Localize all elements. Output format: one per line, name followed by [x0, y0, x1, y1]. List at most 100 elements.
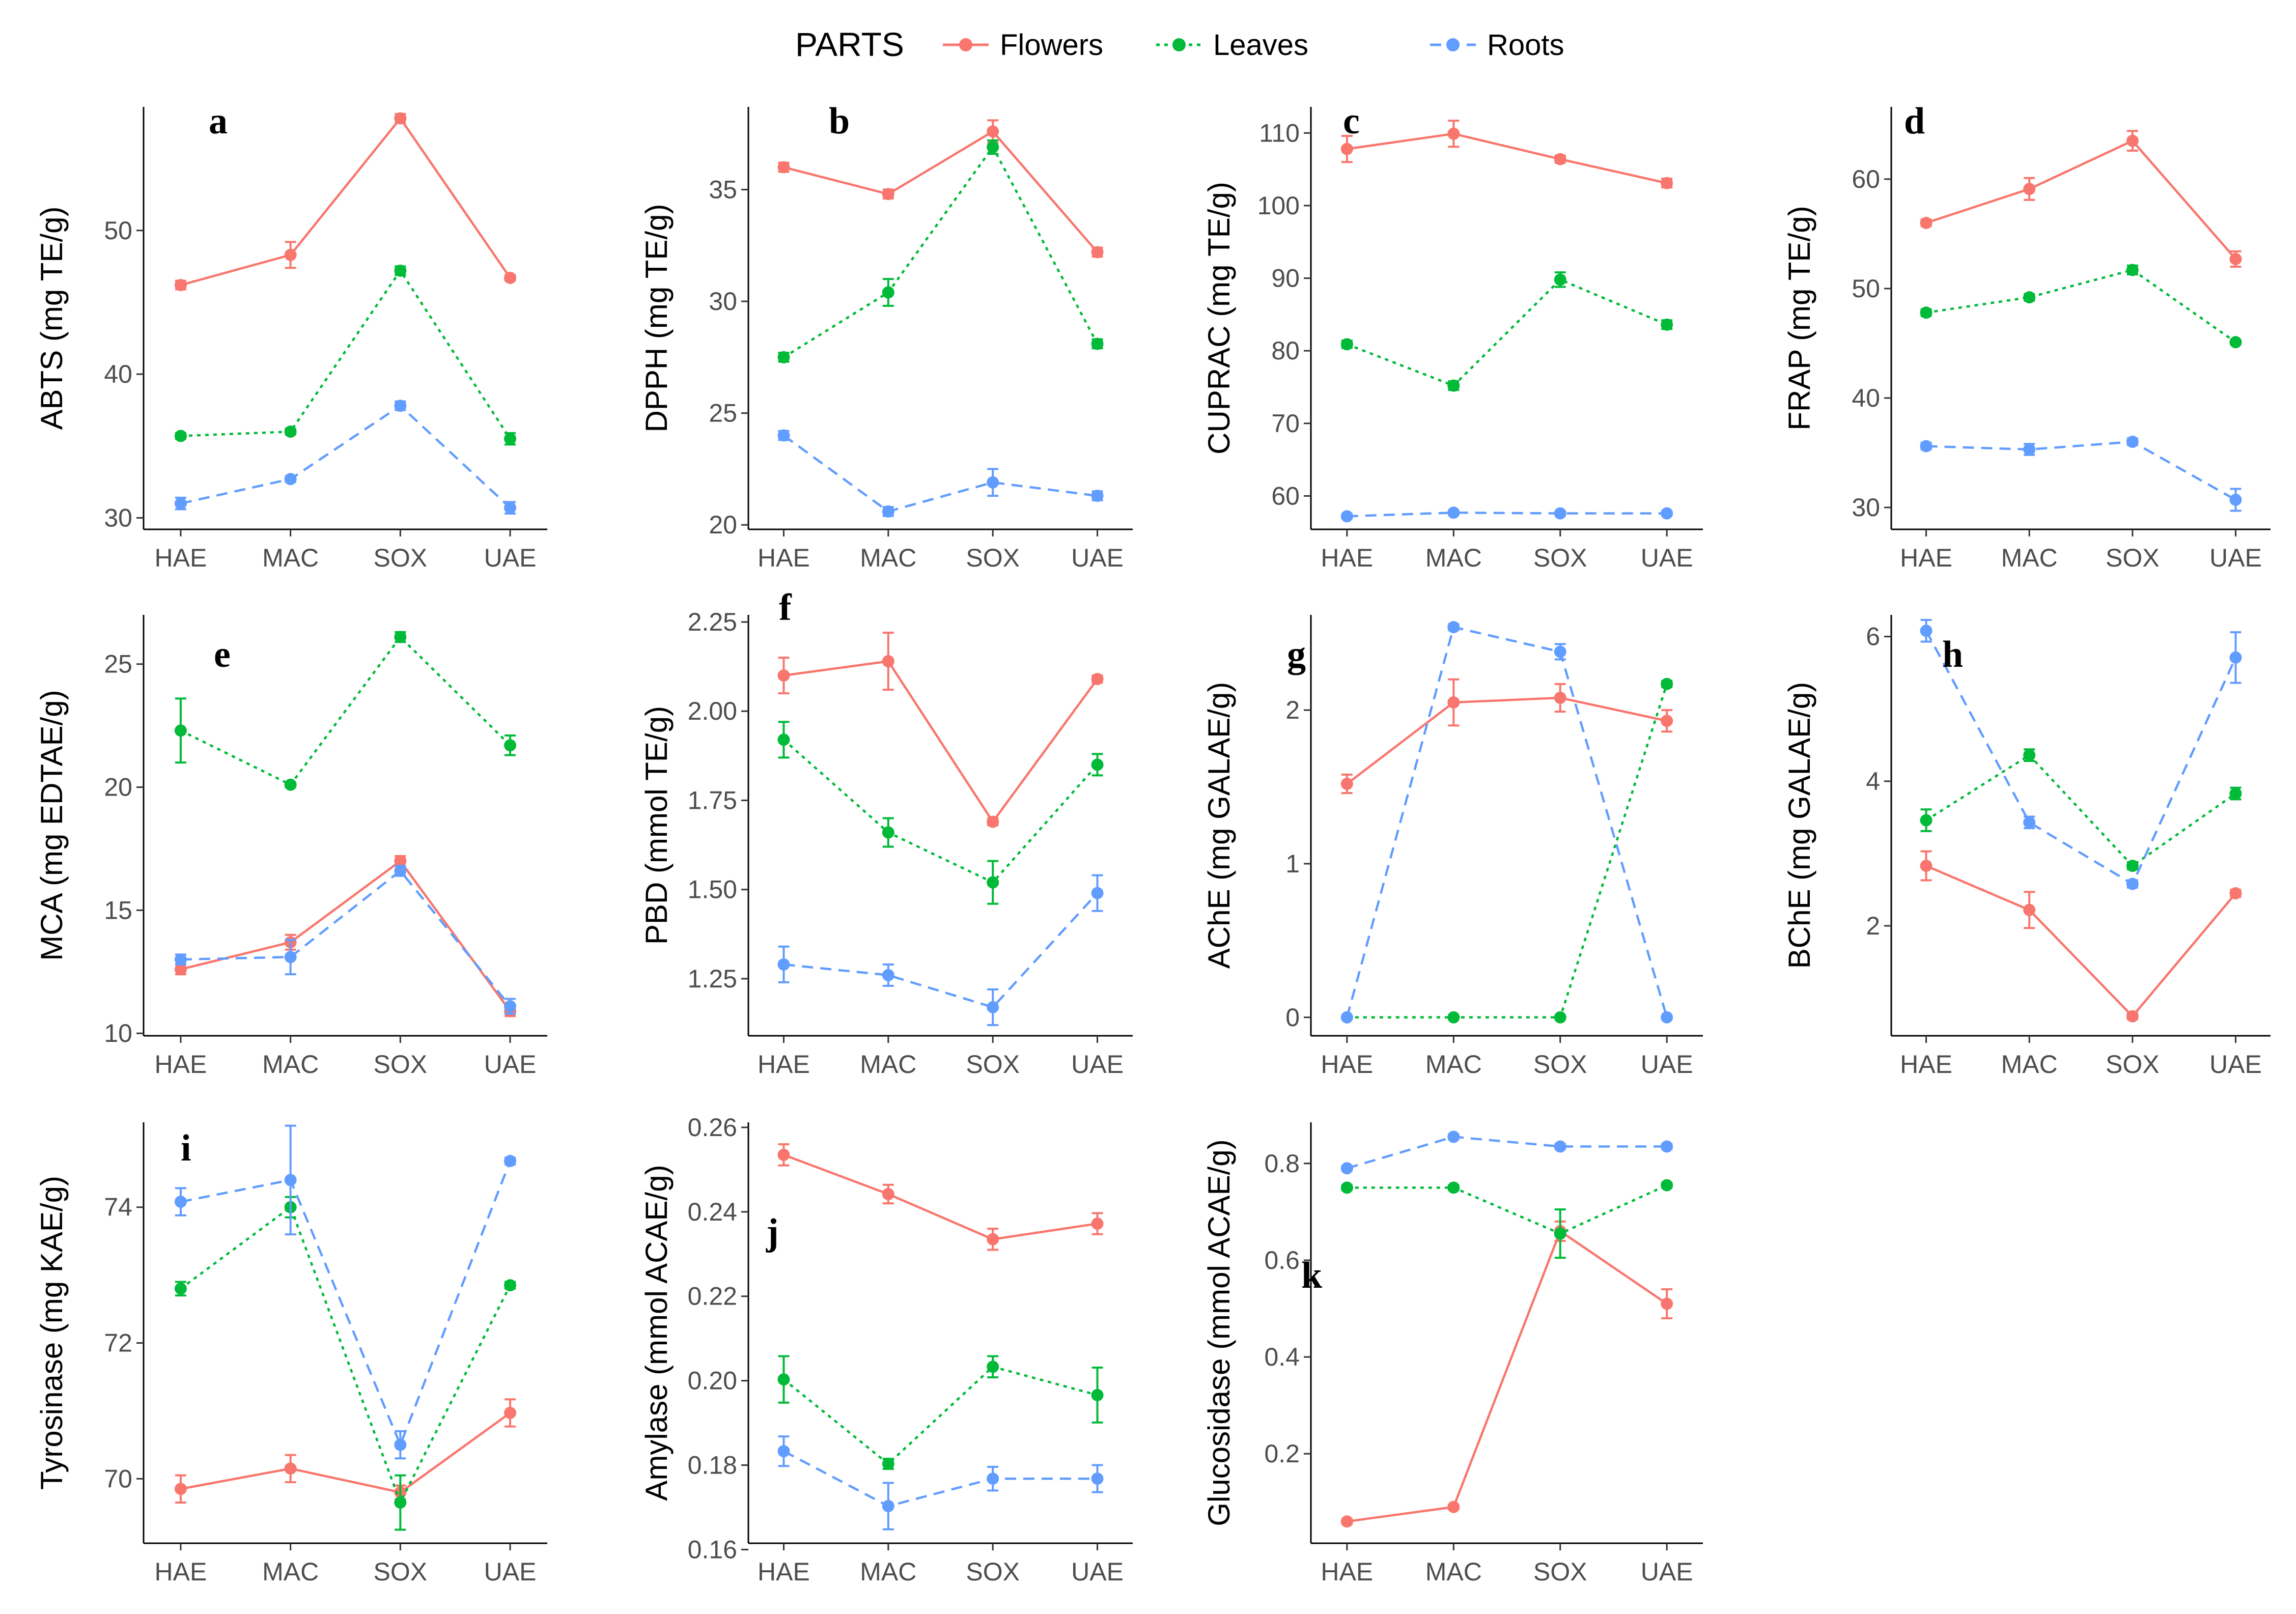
- series-leaves: [1340, 271, 1673, 392]
- y-tick-label: 15: [104, 896, 132, 924]
- x-tick-label: HAE: [155, 1558, 207, 1586]
- y-axis-title: PBD (mmol TE/g): [639, 706, 674, 945]
- panel-k: 0.2 0.4 0.6 0.8 HAE MAC SOX UAE Glucosidase (mmo…: [1202, 1122, 1703, 1586]
- series-flowers: [777, 632, 1104, 828]
- data-point: [987, 876, 999, 889]
- y-tick-label: 20: [104, 773, 132, 802]
- series-line-flowers: [1347, 132, 1667, 184]
- series-line-leaves: [180, 1205, 512, 1506]
- data-point: [1920, 814, 1933, 827]
- series-line-leaves: [1926, 268, 2236, 344]
- panel-letter: g: [1287, 634, 1306, 675]
- data-point: [2229, 493, 2242, 506]
- panel-letter: c: [1343, 100, 1360, 142]
- y-tick-label: 0.8: [1264, 1149, 1300, 1178]
- y-tick-label: 90: [1271, 264, 1300, 293]
- y-tick-label: 110: [1259, 119, 1300, 147]
- data-point: [504, 1406, 517, 1419]
- data-point: [394, 1496, 407, 1509]
- data-point: [2023, 291, 2036, 304]
- y-tick-label: 1.75: [688, 786, 737, 814]
- data-point: [284, 778, 297, 791]
- series-roots: [1340, 1130, 1673, 1175]
- data-point: [1091, 490, 1104, 502]
- data-point: [1554, 1140, 1566, 1153]
- y-axis-title: Tyrosinase (mg KAE/g): [35, 1176, 69, 1490]
- x-tick-label: SOX: [374, 1558, 428, 1586]
- data-point: [1091, 1473, 1104, 1485]
- data-point: [504, 1000, 517, 1012]
- x-tick-label: SOX: [2106, 1050, 2160, 1079]
- y-tick-label: 2: [1285, 696, 1300, 724]
- data-point: [394, 400, 407, 412]
- series-line-leaves: [783, 145, 1099, 358]
- series-flowers: [174, 855, 517, 1017]
- data-point: [1447, 1500, 1460, 1513]
- data-point: [2023, 443, 2036, 456]
- panel-a: 30 40 50 HAE MAC SOX UAE ABTS (mg TE/g) a: [35, 100, 547, 572]
- series-leaves: [777, 1355, 1104, 1470]
- data-point: [2229, 252, 2242, 265]
- data-point: [1447, 127, 1460, 140]
- data-point: [1661, 677, 1673, 690]
- data-point: [2229, 787, 2242, 800]
- data-point: [1661, 177, 1673, 189]
- series-line-leaves: [1347, 278, 1668, 387]
- data-point: [284, 1462, 297, 1475]
- y-tick-label: 1: [1285, 850, 1300, 878]
- legend-label-roots: Roots: [1487, 29, 1564, 62]
- y-tick-label: 80: [1271, 336, 1300, 365]
- y-axis-title: ABTS (mg TE/g): [35, 207, 69, 430]
- panel-letter: j: [766, 1211, 779, 1253]
- data-point: [882, 1500, 894, 1513]
- x-tick-label: UAE: [1641, 1050, 1693, 1079]
- y-tick-label: 1.50: [688, 875, 737, 904]
- data-point: [1091, 673, 1104, 686]
- data-point: [987, 1233, 999, 1245]
- x-tick-label: UAE: [2209, 1050, 2262, 1079]
- x-tick-label: UAE: [1071, 1050, 1124, 1079]
- data-point: [1447, 1181, 1460, 1194]
- data-point: [777, 351, 790, 363]
- data-point: [1661, 507, 1673, 520]
- y-axis-title: Glucosidase (mmol ACAE/g): [1202, 1139, 1236, 1526]
- data-point: [777, 1445, 790, 1458]
- x-tick-label: SOX: [374, 544, 428, 572]
- panel-letter: b: [829, 100, 850, 142]
- series-flowers: [174, 112, 517, 292]
- series-flowers: [1340, 120, 1673, 189]
- y-tick-label: 0.6: [1264, 1246, 1300, 1275]
- x-tick-label: SOX: [2106, 544, 2160, 572]
- series-flowers: [1340, 678, 1673, 795]
- legend-label-leaves: Leaves: [1213, 29, 1308, 62]
- x-tick-label: MAC: [262, 544, 319, 572]
- series-leaves: [174, 264, 517, 446]
- series-line-roots: [1347, 511, 1667, 518]
- data-point: [2126, 264, 2139, 276]
- data-point: [777, 958, 790, 971]
- y-tick-label: 0.16: [688, 1535, 737, 1564]
- series-roots: [174, 1124, 517, 1460]
- data-point: [1340, 338, 1353, 351]
- panel-d: 30 40 50 60 HAE MAC SOX UAE FRAP (mg TE/g) d: [1782, 100, 2271, 572]
- data-point: [1091, 758, 1104, 771]
- legend-marker-leaves: [1172, 38, 1186, 51]
- data-point: [2023, 183, 2036, 195]
- data-point: [1554, 273, 1566, 286]
- data-point: [2229, 887, 2242, 900]
- y-tick-label: 25: [104, 650, 132, 678]
- y-tick-label: 50: [1852, 274, 1880, 303]
- series-line-roots: [783, 892, 1099, 1009]
- panel-letter: f: [779, 587, 792, 629]
- data-point: [777, 161, 790, 174]
- series-line-flowers: [180, 859, 511, 1012]
- series-roots: [1920, 618, 2242, 890]
- data-point: [174, 724, 187, 737]
- x-tick-label: MAC: [1425, 1050, 1482, 1079]
- data-point: [1661, 1297, 1673, 1310]
- data-point: [174, 279, 187, 292]
- data-point: [1554, 691, 1566, 704]
- y-tick-label: 2.25: [688, 608, 737, 636]
- data-point: [2126, 435, 2139, 448]
- data-point: [777, 429, 790, 442]
